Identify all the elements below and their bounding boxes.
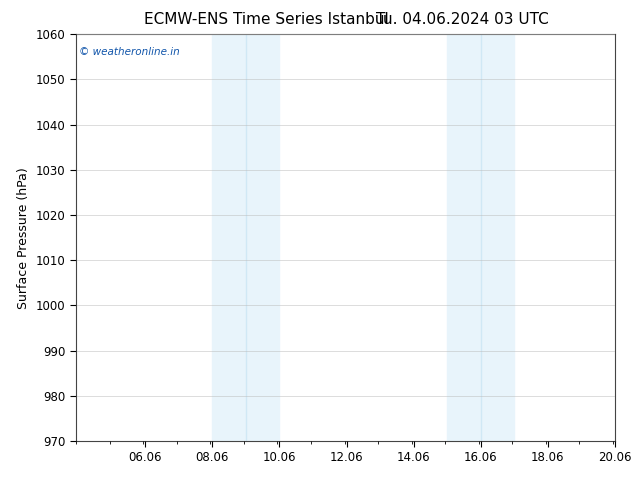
Bar: [212, 34, 280, 441]
Text: ECMW-ENS Time Series Istanbul: ECMW-ENS Time Series Istanbul: [144, 12, 389, 27]
Text: Tu. 04.06.2024 03 UTC: Tu. 04.06.2024 03 UTC: [377, 12, 549, 27]
Text: © weatheronline.in: © weatheronline.in: [79, 47, 179, 56]
Y-axis label: Surface Pressure (hPa): Surface Pressure (hPa): [17, 167, 30, 309]
Bar: [447, 34, 514, 441]
